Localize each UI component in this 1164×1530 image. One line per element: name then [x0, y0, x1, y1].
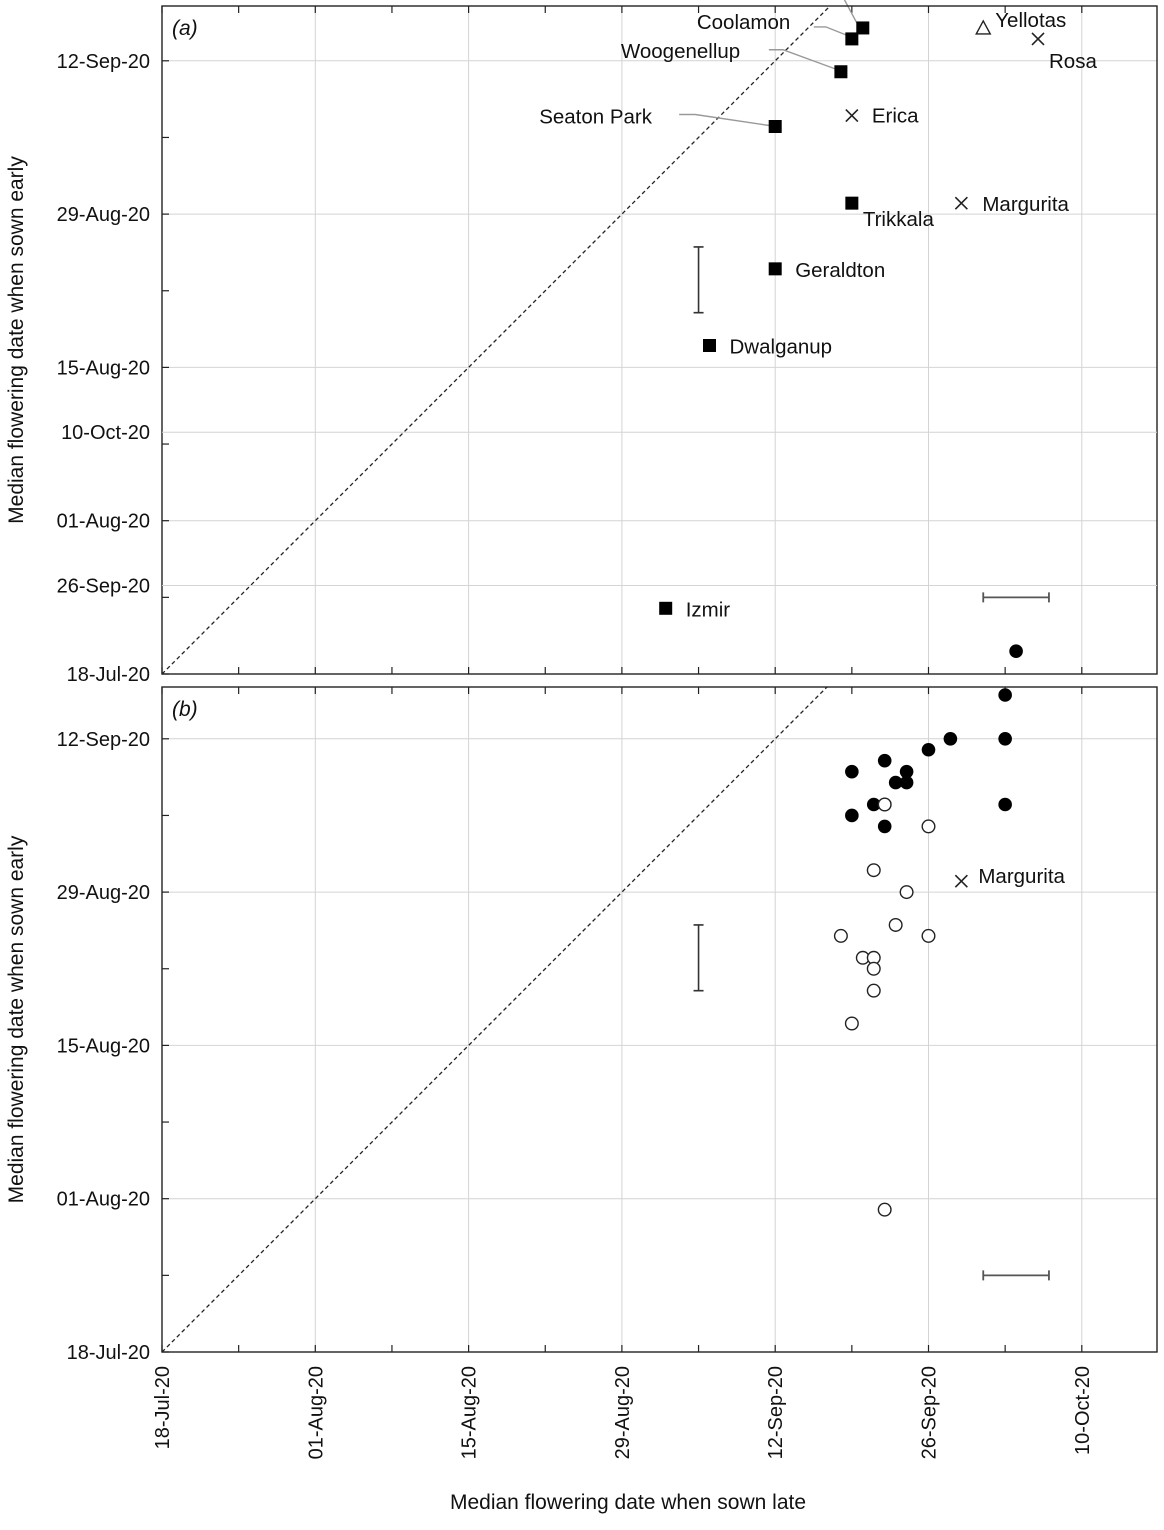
point-dwalganup — [703, 339, 716, 352]
point-filled-circle — [943, 732, 958, 746]
point-filled-circle — [877, 819, 892, 834]
point-filled-circle — [888, 775, 903, 790]
panel-b: 18-Jul-20 01-Aug-20 15-Aug-20 29-Aug-20 12-S… — [5, 422, 1158, 1364]
leader-line-coolamon — [813, 26, 847, 36]
y-tick-label: 01-Aug-20 — [57, 511, 150, 533]
x-tick-label: 18-Jul-20 — [152, 1366, 174, 1449]
point-label-geraldton: Geraldton — [795, 259, 885, 282]
x-tick-label: 29-Aug-20 — [612, 1366, 634, 1459]
point-label-seaton-park: Seaton Park — [539, 106, 653, 129]
y-tick-label: 29-Aug-20 — [57, 882, 150, 904]
y-tick-label: 15-Aug-20 — [57, 1035, 150, 1057]
y-tick-label: 10-Oct-20 — [61, 422, 150, 444]
x-tick-label: 01-Aug-20 — [305, 1366, 327, 1459]
shared-x-axis: 18-Jul-20 01-Aug-20 15-Aug-20 29-Aug-20 12-S… — [152, 1366, 1094, 1459]
point-coolamon — [845, 32, 859, 46]
point-open-circle — [866, 863, 881, 878]
point-open-circle — [888, 917, 903, 932]
point-open-circle — [866, 961, 881, 976]
point-open-circle — [921, 819, 936, 834]
point-filled-circle — [998, 732, 1012, 746]
point-filled-circle — [899, 775, 914, 790]
y-tick-label: 26-Sep-20 — [57, 576, 150, 598]
point-open-circle — [877, 1202, 892, 1217]
y-tick-label: 18-Jul-20 — [67, 1342, 150, 1364]
leader-line-seaton-park — [679, 113, 770, 127]
point-label-erica: Erica — [872, 105, 919, 128]
point-filled-circle — [998, 688, 1012, 702]
point-yellotas — [975, 19, 992, 35]
point-label-izmir: Izmir — [686, 598, 731, 621]
point-margurita — [954, 874, 968, 888]
leader-line-woogenellup — [768, 49, 836, 70]
point-open-circle — [877, 797, 892, 812]
y-tick-label: 12-Sep-20 — [57, 51, 150, 73]
point-filled-circle — [899, 764, 914, 779]
point-woogenellup — [834, 65, 848, 79]
point-label-woogenellup: Woogenellup — [621, 40, 740, 63]
y-axis-title: Median flowering date when sown early — [5, 835, 28, 1203]
point-open-circle — [844, 1016, 859, 1031]
point-seaton-park — [768, 120, 782, 133]
point-label-dwalganup: Dwalganup — [730, 336, 833, 359]
plot-area — [162, 6, 1157, 674]
leader-line-mt-barker — [843, 0, 858, 24]
point-label-margurita: Margurita — [978, 865, 1065, 888]
point-filled-circle — [877, 753, 892, 768]
one-to-one-line — [161, 686, 828, 1353]
point-open-circle — [833, 928, 848, 943]
point-geraldton — [768, 262, 782, 276]
y-tick-label: 15-Aug-20 — [57, 357, 150, 379]
y-axis-title: Median flowering date when sown early — [5, 156, 28, 524]
x-tick-label: 26-Sep-20 — [919, 1366, 941, 1459]
error-bar-vertical — [693, 246, 704, 314]
point-open-circle — [921, 928, 936, 943]
error-bar-vertical — [693, 924, 704, 992]
point-trikkala — [845, 196, 859, 210]
x-tick-label: 12-Sep-20 — [765, 1366, 787, 1459]
error-bar-horizontal — [982, 1270, 1050, 1281]
point-open-circle — [899, 885, 914, 900]
plot-frame — [161, 686, 1158, 1353]
y-tick-label: 18-Jul-20 — [67, 664, 150, 686]
point-izmir — [659, 601, 673, 615]
point-label-margurita: Margurita — [982, 193, 1069, 216]
y-tick-label: 01-Aug-20 — [57, 1189, 150, 1211]
x-tick-label: 15-Aug-20 — [459, 1366, 481, 1459]
point-erica — [845, 108, 859, 123]
point-filled-circle — [1009, 644, 1023, 658]
panel-label: (b) — [172, 698, 198, 721]
point-filled-circle — [921, 742, 936, 757]
point-filled-circle — [866, 797, 881, 812]
plot-frame — [161, 5, 1158, 675]
y-tick-label: 29-Aug-20 — [57, 204, 150, 226]
point-label-rosa: Rosa — [1049, 50, 1097, 73]
point-label-coolamon: Coolamon — [697, 11, 790, 34]
point-mt-barker — [856, 21, 870, 35]
point-rosa — [1031, 32, 1045, 46]
plot-area — [162, 687, 1157, 1352]
x-axis-title: Median flowering date when sown late — [450, 1491, 806, 1514]
y-tick-label: 12-Sep-20 — [57, 729, 150, 751]
point-margurita — [954, 196, 968, 210]
error-bar-horizontal — [982, 592, 1050, 603]
point-label-trikkala: Trikkala — [863, 208, 935, 231]
point-filled-circle — [845, 764, 859, 779]
panel-label: (a) — [172, 17, 198, 40]
point-open-circle — [866, 983, 881, 998]
panel-a: 18-Jul-20 01-Aug-20 15-Aug-20 29-Aug-20 12-S… — [5, 0, 1158, 686]
point-filled-circle — [998, 797, 1012, 812]
x-tick-label: 10-Oct-20 — [1072, 1366, 1094, 1455]
point-filled-circle — [845, 808, 859, 823]
point-label-yellotas: Yellotas — [995, 9, 1066, 32]
